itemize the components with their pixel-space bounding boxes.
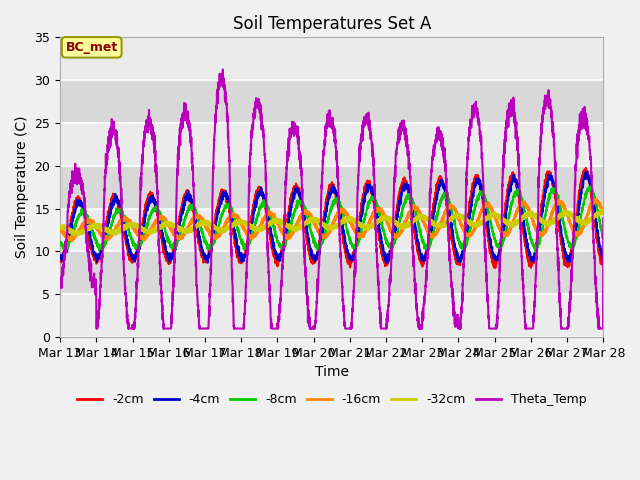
Theta_Temp bbox=[173, 185, 180, 191]
-2cm bbox=[56, 254, 64, 260]
Theta_Temp bbox=[599, 325, 607, 331]
-8cm bbox=[394, 226, 402, 231]
-16cm bbox=[600, 210, 607, 216]
-2cm bbox=[600, 260, 607, 265]
Bar bbox=[60, 166, 604, 209]
Bar bbox=[60, 80, 604, 123]
-8cm bbox=[173, 240, 180, 246]
Theta_Temp bbox=[93, 325, 100, 331]
Legend: -2cm, -4cm, -8cm, -16cm, -32cm, Theta_Temp: -2cm, -4cm, -8cm, -16cm, -32cm, Theta_Te… bbox=[72, 388, 591, 411]
Title: Soil Temperatures Set A: Soil Temperatures Set A bbox=[232, 15, 431, 33]
X-axis label: Time: Time bbox=[315, 365, 349, 379]
Y-axis label: Soil Temperature (C): Soil Temperature (C) bbox=[15, 116, 29, 258]
-8cm bbox=[532, 249, 540, 255]
Line: -2cm: -2cm bbox=[60, 168, 604, 268]
-32cm bbox=[600, 208, 607, 214]
Text: BC_met: BC_met bbox=[65, 41, 118, 54]
Theta_Temp bbox=[600, 216, 607, 221]
-16cm bbox=[593, 196, 600, 202]
-16cm bbox=[394, 232, 402, 238]
-4cm bbox=[600, 254, 607, 260]
Line: -16cm: -16cm bbox=[60, 199, 604, 241]
-8cm bbox=[548, 188, 556, 194]
-8cm bbox=[600, 236, 607, 241]
-32cm bbox=[598, 208, 606, 214]
-2cm bbox=[548, 173, 556, 179]
Bar bbox=[60, 123, 604, 166]
-4cm bbox=[394, 205, 402, 211]
-8cm bbox=[586, 183, 594, 189]
-4cm bbox=[599, 255, 607, 261]
-4cm bbox=[383, 260, 390, 266]
-2cm bbox=[394, 199, 402, 204]
Theta_Temp bbox=[385, 297, 393, 303]
-2cm bbox=[385, 256, 392, 262]
-2cm bbox=[208, 234, 216, 240]
Bar bbox=[60, 294, 604, 337]
-4cm bbox=[385, 256, 392, 262]
-8cm bbox=[56, 240, 64, 245]
-32cm bbox=[71, 231, 79, 237]
-16cm bbox=[385, 221, 392, 227]
-2cm bbox=[492, 265, 499, 271]
-32cm bbox=[548, 220, 556, 226]
Line: Theta_Temp: Theta_Temp bbox=[60, 70, 604, 328]
-16cm bbox=[173, 233, 180, 239]
Line: -32cm: -32cm bbox=[60, 211, 604, 234]
-32cm bbox=[599, 209, 607, 215]
Theta_Temp bbox=[208, 235, 216, 241]
-32cm bbox=[394, 222, 402, 228]
Line: -4cm: -4cm bbox=[60, 172, 604, 263]
Bar bbox=[60, 252, 604, 294]
Bar bbox=[60, 209, 604, 252]
-32cm bbox=[173, 223, 180, 229]
Bar bbox=[60, 37, 604, 80]
-4cm bbox=[584, 169, 591, 175]
-16cm bbox=[56, 226, 64, 231]
-16cm bbox=[548, 212, 556, 218]
-8cm bbox=[385, 242, 392, 248]
-16cm bbox=[208, 231, 216, 237]
-16cm bbox=[68, 238, 76, 244]
-4cm bbox=[56, 253, 64, 259]
-8cm bbox=[208, 241, 216, 247]
-4cm bbox=[548, 177, 556, 182]
Theta_Temp bbox=[219, 67, 227, 72]
-8cm bbox=[599, 236, 607, 241]
-32cm bbox=[56, 224, 64, 230]
Theta_Temp bbox=[394, 136, 402, 142]
Theta_Temp bbox=[548, 121, 556, 127]
-32cm bbox=[385, 217, 392, 223]
-2cm bbox=[582, 165, 589, 171]
Line: -8cm: -8cm bbox=[60, 186, 604, 252]
Theta_Temp bbox=[56, 285, 64, 290]
-4cm bbox=[208, 245, 216, 251]
-4cm bbox=[173, 239, 180, 245]
-32cm bbox=[208, 223, 216, 228]
-2cm bbox=[173, 232, 180, 238]
-16cm bbox=[599, 210, 607, 216]
-2cm bbox=[599, 261, 607, 266]
